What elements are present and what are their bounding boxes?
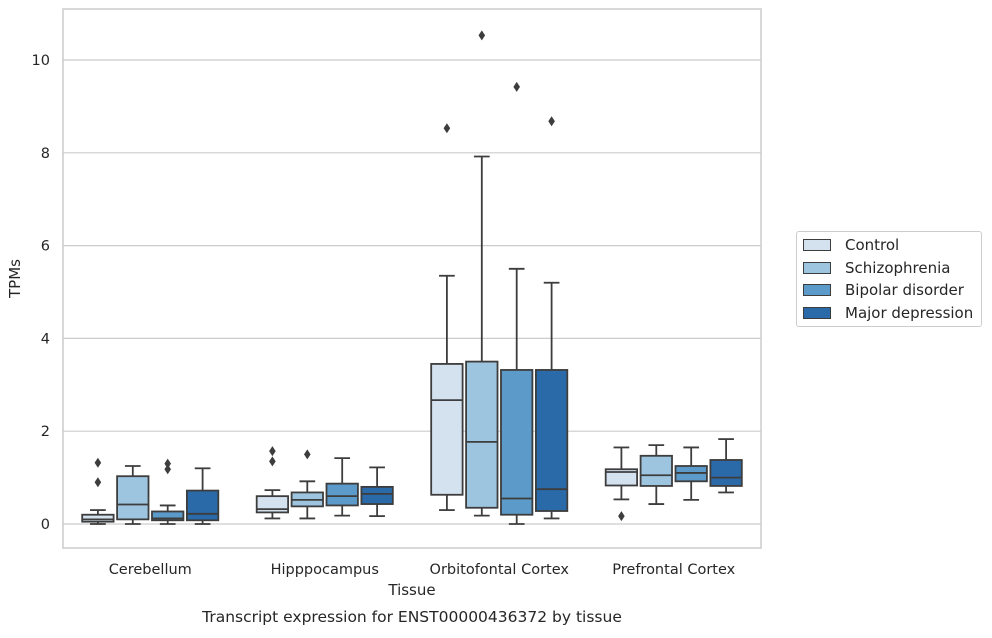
legend-label-control: Control	[845, 236, 900, 254]
box-schizophrenia-prefrontal-cortex	[639, 444, 673, 505]
box-major-depression-hipppocampus	[360, 466, 394, 518]
legend-item-schizophrenia: Schizophrenia	[803, 258, 950, 278]
y-tick-label-10: 10	[32, 53, 50, 69]
x-tick-label-orbitofontal-cortex: Orbitofontal Cortex	[430, 562, 570, 578]
box-iqr	[534, 369, 569, 512]
legend: Control Schizophrenia Bipolar disorder M…	[796, 231, 982, 327]
y-tick-label-2: 2	[41, 424, 50, 440]
box-major-depression-prefrontal-cortex	[709, 438, 743, 494]
x-tick-labels: Cerebellum Hipppocampus Orbitofontal Corte…	[109, 562, 736, 578]
legend-swatch-control	[803, 239, 831, 251]
box-bipolar-disorder-hipppocampus	[325, 457, 359, 517]
box-control-prefrontal-cortex	[604, 446, 639, 522]
box-major-depression-orbitofontal-cortex	[534, 116, 569, 520]
legend-swatch-major-depression	[803, 306, 831, 319]
box-bipolar-disorder-orbitofontal-cortex	[500, 81, 534, 525]
box-schizophrenia-cerebellum	[116, 465, 150, 525]
grid-lines	[63, 59, 761, 525]
outlier-point	[443, 123, 451, 134]
y-tick-label-0: 0	[41, 517, 50, 533]
box-major-depression-cerebellum	[185, 467, 220, 525]
y-tick-label-8: 8	[41, 146, 50, 162]
legend-label-schizophrenia: Schizophrenia	[845, 258, 951, 277]
box-iqr	[151, 510, 185, 522]
outlier-point	[94, 457, 102, 468]
box-bipolar-disorder-prefrontal-cortex	[674, 446, 708, 501]
x-tick-label-cerebellum: Cerebellum	[109, 562, 192, 578]
box-control-orbitofontal-cortex	[430, 123, 464, 511]
box-control-hipppocampus	[255, 446, 290, 520]
box-iqr	[709, 459, 743, 487]
box-iqr	[500, 369, 534, 516]
legend-label-bipolar-disorder: Bipolar disorder	[845, 281, 964, 299]
y-tick-label-6: 6	[41, 239, 50, 255]
x-tick-label-prefrontal-cortex: Prefrontal Cortex	[612, 562, 735, 578]
y-tick-labels: 0 2 4 6 8 10	[32, 53, 50, 533]
box-iqr	[185, 489, 220, 522]
legend-item-control: Control	[803, 235, 899, 255]
y-tick-label-4: 4	[41, 331, 50, 347]
box-iqr	[465, 360, 499, 509]
legend-swatch-schizophrenia	[803, 261, 831, 274]
outlier-point	[548, 116, 555, 127]
outlier-point	[164, 458, 171, 469]
legend-swatch-bipolar-disorder	[803, 284, 831, 296]
outlier-point	[304, 449, 311, 460]
outlier-point	[478, 30, 486, 41]
outlier-point	[269, 456, 276, 467]
outlier-point	[94, 477, 102, 488]
box-iqr	[116, 475, 150, 521]
y-axis-label: TPMs	[6, 259, 24, 299]
outlier-point	[269, 446, 276, 457]
x-axis-label: Tissue	[387, 581, 435, 599]
box-schizophrenia-hipppocampus	[290, 449, 324, 520]
legend-label-major-depression: Major depression	[845, 303, 974, 322]
box-iqr	[360, 485, 394, 505]
chart-title: Transcript expression for ENST0000043637…	[201, 608, 622, 626]
box-bipolar-disorder-cerebellum	[151, 458, 185, 525]
outlier-point	[164, 464, 171, 475]
box-iqr	[81, 513, 115, 523]
legend-item-major-depression: Major depression	[803, 303, 973, 323]
box-iqr	[430, 363, 464, 496]
box-control-cerebellum	[81, 457, 115, 525]
outlier-point	[513, 81, 520, 92]
outlier-point	[618, 511, 625, 522]
box-schizophrenia-orbitofontal-cortex	[465, 30, 499, 517]
box-iqr	[325, 482, 359, 507]
box-iqr	[639, 454, 673, 487]
box-iqr	[604, 468, 639, 487]
legend-item-bipolar-disorder: Bipolar disorder	[803, 280, 964, 300]
x-tick-label-hipppocampus: Hipppocampus	[271, 562, 379, 578]
box-series	[81, 30, 743, 525]
